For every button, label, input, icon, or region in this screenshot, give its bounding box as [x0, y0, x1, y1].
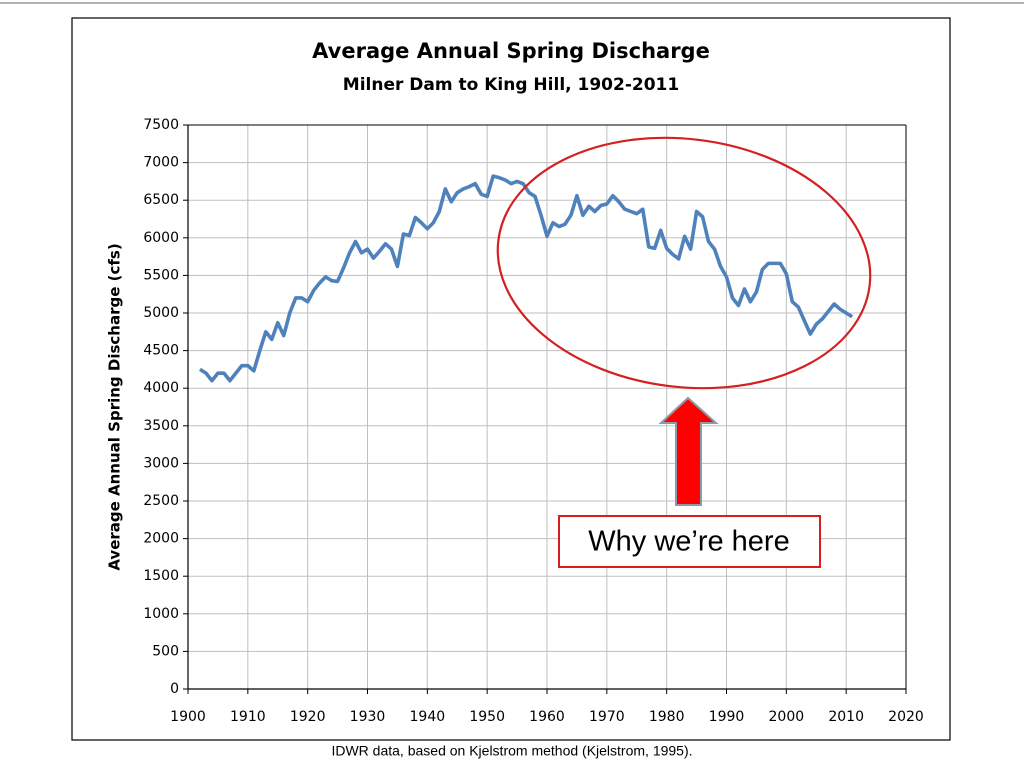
y-axis-label: Average Annual Spring Discharge (cfs)	[106, 243, 124, 570]
y-tick-label: 2500	[143, 493, 179, 509]
arrow	[658, 396, 719, 506]
x-tick-label: 1950	[469, 709, 505, 725]
y-tick-label: 2000	[143, 531, 179, 547]
x-tick-label: 1940	[410, 709, 446, 725]
x-tick-label: 1980	[649, 709, 685, 725]
y-tick-label: 6000	[143, 230, 179, 246]
x-tick-label: 1990	[709, 709, 745, 725]
y-tick-label: 500	[152, 643, 179, 659]
y-tick-label: 5000	[143, 305, 179, 321]
plot: 0 500 1000 1500 2000 2500 3000 3500 4000 4500 5000…	[143, 117, 923, 725]
x-tick-label: 2010	[828, 709, 864, 725]
y-tick-label: 1500	[143, 568, 179, 584]
y-tick-label: 4000	[143, 380, 179, 396]
x-tick-label: 1910	[230, 709, 266, 725]
y-tick-label: 7500	[143, 117, 179, 133]
x-tick-label: 1920	[290, 709, 326, 725]
annotation-box	[558, 515, 821, 568]
y-tick-label: 6500	[143, 192, 179, 208]
x-tick-label: 2020	[888, 709, 924, 725]
y-tick-label: 5500	[143, 267, 179, 283]
chart-frame	[71, 17, 951, 741]
x-tick-label: 1960	[529, 709, 565, 725]
y-tick-label: 4500	[143, 343, 179, 359]
y-tick-label: 0	[170, 681, 179, 697]
highlight-ellipse	[496, 136, 872, 390]
footnote: IDWR data, based on Kjelstrom method (Kj…	[331, 743, 692, 759]
x-tick-label: 2000	[769, 709, 805, 725]
y-tick-label: 3500	[143, 418, 179, 434]
y-tick-label: 1000	[143, 606, 179, 622]
chart-title: Average Annual Spring Discharge	[312, 39, 710, 63]
data-line	[199, 174, 854, 383]
x-tick-label: 1900	[170, 709, 206, 725]
annotation: Why we’re here	[588, 526, 789, 558]
x-tick-label: 1930	[350, 709, 386, 725]
y-tick-label: 7000	[143, 155, 179, 171]
y-tick-label: 3000	[143, 455, 179, 471]
x-tick-label: 1970	[589, 709, 625, 725]
chart-subtitle: Milner Dam to King Hill, 1902-2011	[343, 75, 679, 95]
